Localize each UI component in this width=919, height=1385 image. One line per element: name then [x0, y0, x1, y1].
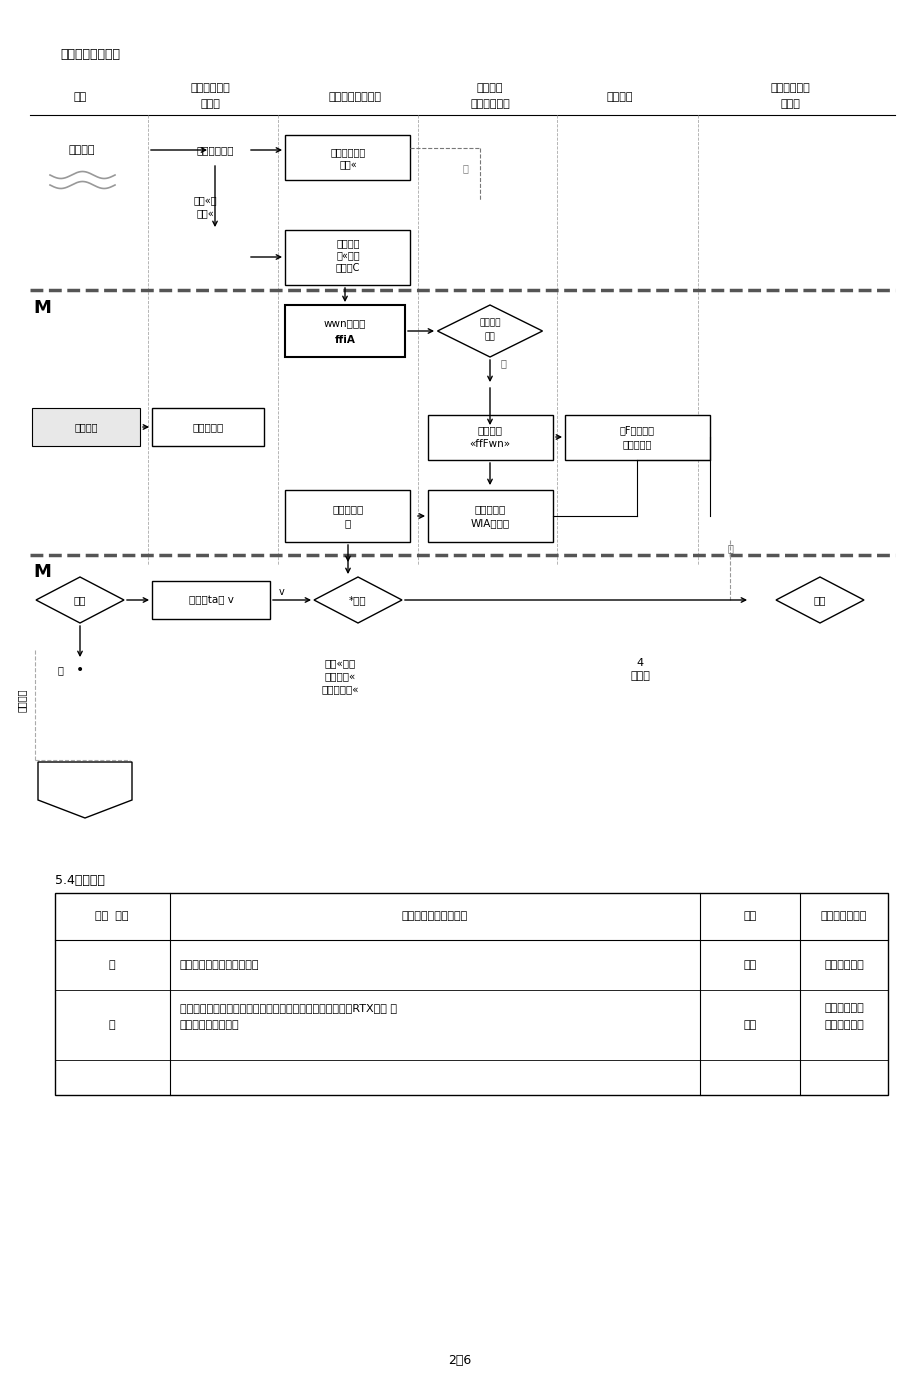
- Text: •: •: [75, 663, 84, 677]
- Text: 负责人: 负责人: [779, 98, 799, 109]
- Text: 时限: 时限: [743, 911, 755, 921]
- Text: 提携«外: 提携«外: [193, 195, 217, 205]
- Text: 仅处舍可: 仅处舍可: [479, 319, 500, 327]
- Text: ffiA: ffiA: [335, 335, 355, 345]
- Text: wwn诉记求: wwn诉记求: [323, 319, 366, 328]
- Text: 4: 4: [636, 658, 643, 668]
- Text: 否: 否: [726, 543, 732, 553]
- Text: 责任部门: 责任部门: [607, 91, 632, 102]
- FancyBboxPatch shape: [285, 305, 404, 357]
- Text: *人投: *人投: [349, 596, 367, 605]
- FancyBboxPatch shape: [564, 416, 709, 460]
- Text: M: M: [33, 562, 51, 580]
- FancyBboxPatch shape: [152, 409, 264, 446]
- Polygon shape: [38, 762, 131, 819]
- Text: 诉登记表》、: 诉登记表》、: [823, 1003, 863, 1012]
- Text: 否: 否: [461, 163, 468, 173]
- Text: 《外贸客户投: 《外贸客户投: [823, 960, 863, 970]
- Text: 协商确龙井: 协商确龙井: [192, 422, 223, 432]
- Text: 客: 客: [108, 960, 115, 970]
- Text: 任务  名称: 任务 名称: [96, 911, 129, 921]
- Text: WIA公进相: WIA公进相: [470, 518, 509, 528]
- Text: 松诉信息确认: 松诉信息确认: [196, 145, 233, 155]
- Text: 业务员和时受理客户投诉，做好投诉内容的记录，以邮件或RTX形式 发: 业务员和时受理客户投诉，做好投诉内容的记录，以邮件或RTX形式 发: [180, 1003, 397, 1012]
- Text: 随时: 随时: [743, 960, 755, 970]
- Text: 业务部: 业务部: [199, 98, 220, 109]
- Text: 纰F确认、确: 纰F确认、确: [618, 425, 653, 435]
- Text: 是: 是: [500, 357, 505, 368]
- FancyBboxPatch shape: [427, 416, 552, 460]
- Polygon shape: [313, 578, 402, 623]
- FancyBboxPatch shape: [427, 490, 552, 542]
- Text: 客户: 客户: [74, 91, 86, 102]
- Text: ／贡乐服务管理部: ／贡乐服务管理部: [328, 91, 381, 102]
- Text: M: M: [33, 299, 51, 317]
- Text: 制适本部: 制适本部: [476, 83, 503, 93]
- Text: 定、实施整: 定、实施整: [621, 439, 651, 449]
- Text: 贸报«: 贸报«: [196, 208, 213, 217]
- Text: 索赔要求: 索赔要求: [74, 422, 97, 432]
- Text: 表」、制龙«: 表」、制龙«: [321, 684, 358, 694]
- Text: 审核: 审核: [813, 596, 825, 605]
- Text: 催收、里: 催收、里: [335, 238, 359, 248]
- Text: 任务程序、莹点和标准: 任务程序、莹点和标准: [402, 911, 468, 921]
- Text: «ffFwn»: «ffFwn»: [469, 439, 510, 449]
- Text: 相关资料／文档: 相关资料／文档: [820, 911, 867, 921]
- Text: 随时: 随时: [743, 1019, 755, 1030]
- FancyBboxPatch shape: [285, 134, 410, 180]
- Text: 责任: 责任: [484, 332, 494, 342]
- Text: 由投诉C: 由投诉C: [335, 262, 360, 271]
- Text: 相«外贸: 相«外贸: [335, 251, 359, 260]
- Text: 送给质呈服务管理部: 送给质呈服务管理部: [180, 1019, 239, 1030]
- Text: 国际营销总部: 国际营销总部: [190, 83, 230, 93]
- Text: 2／6: 2／6: [448, 1353, 471, 1367]
- FancyBboxPatch shape: [285, 230, 410, 285]
- Polygon shape: [36, 578, 124, 623]
- Text: 案: 案: [345, 518, 351, 528]
- Text: 是: 是: [57, 665, 62, 674]
- Text: ／贞虽管理部: ／贞虽管理部: [470, 98, 509, 109]
- Text: 签龙«外司: 签龙«外司: [324, 658, 356, 668]
- Text: 整改刀柯叼: 整改刀柯叼: [474, 504, 505, 514]
- FancyBboxPatch shape: [55, 893, 887, 1096]
- Text: 投诉处理: 投诉处理: [17, 688, 27, 712]
- Text: 客户将投诉发给外贸业务员: 客户将投诉发给外贸业务员: [180, 960, 259, 970]
- Text: 户: 户: [108, 1019, 115, 1030]
- FancyBboxPatch shape: [32, 409, 140, 446]
- Text: 5.4流程说明: 5.4流程说明: [55, 874, 105, 886]
- Polygon shape: [775, 578, 863, 623]
- Polygon shape: [437, 305, 542, 357]
- Text: 确认、反馈、
业等«: 确认、反馈、 业等«: [330, 147, 365, 169]
- Text: 满意: 满意: [74, 596, 86, 605]
- FancyBboxPatch shape: [285, 490, 410, 542]
- Text: 投诉备龙«: 投诉备龙«: [324, 670, 356, 681]
- Text: v: v: [278, 587, 285, 597]
- Text: 投诉列定: 投诉列定: [477, 425, 502, 435]
- Text: 刘定投片解: 刘定投片解: [332, 504, 363, 514]
- Text: 就」、: 就」、: [630, 670, 649, 681]
- Text: 外贸投诉处理流程: 外贸投诉处理流程: [60, 48, 119, 61]
- Text: 国际营销总部: 国际营销总部: [769, 83, 809, 93]
- Text: 方章反ta案 v: 方章反ta案 v: [188, 596, 233, 605]
- Text: 《外贸客户总: 《外贸客户总: [823, 1019, 863, 1030]
- FancyBboxPatch shape: [152, 580, 269, 619]
- Text: 产品问题: 产品问题: [69, 145, 96, 155]
